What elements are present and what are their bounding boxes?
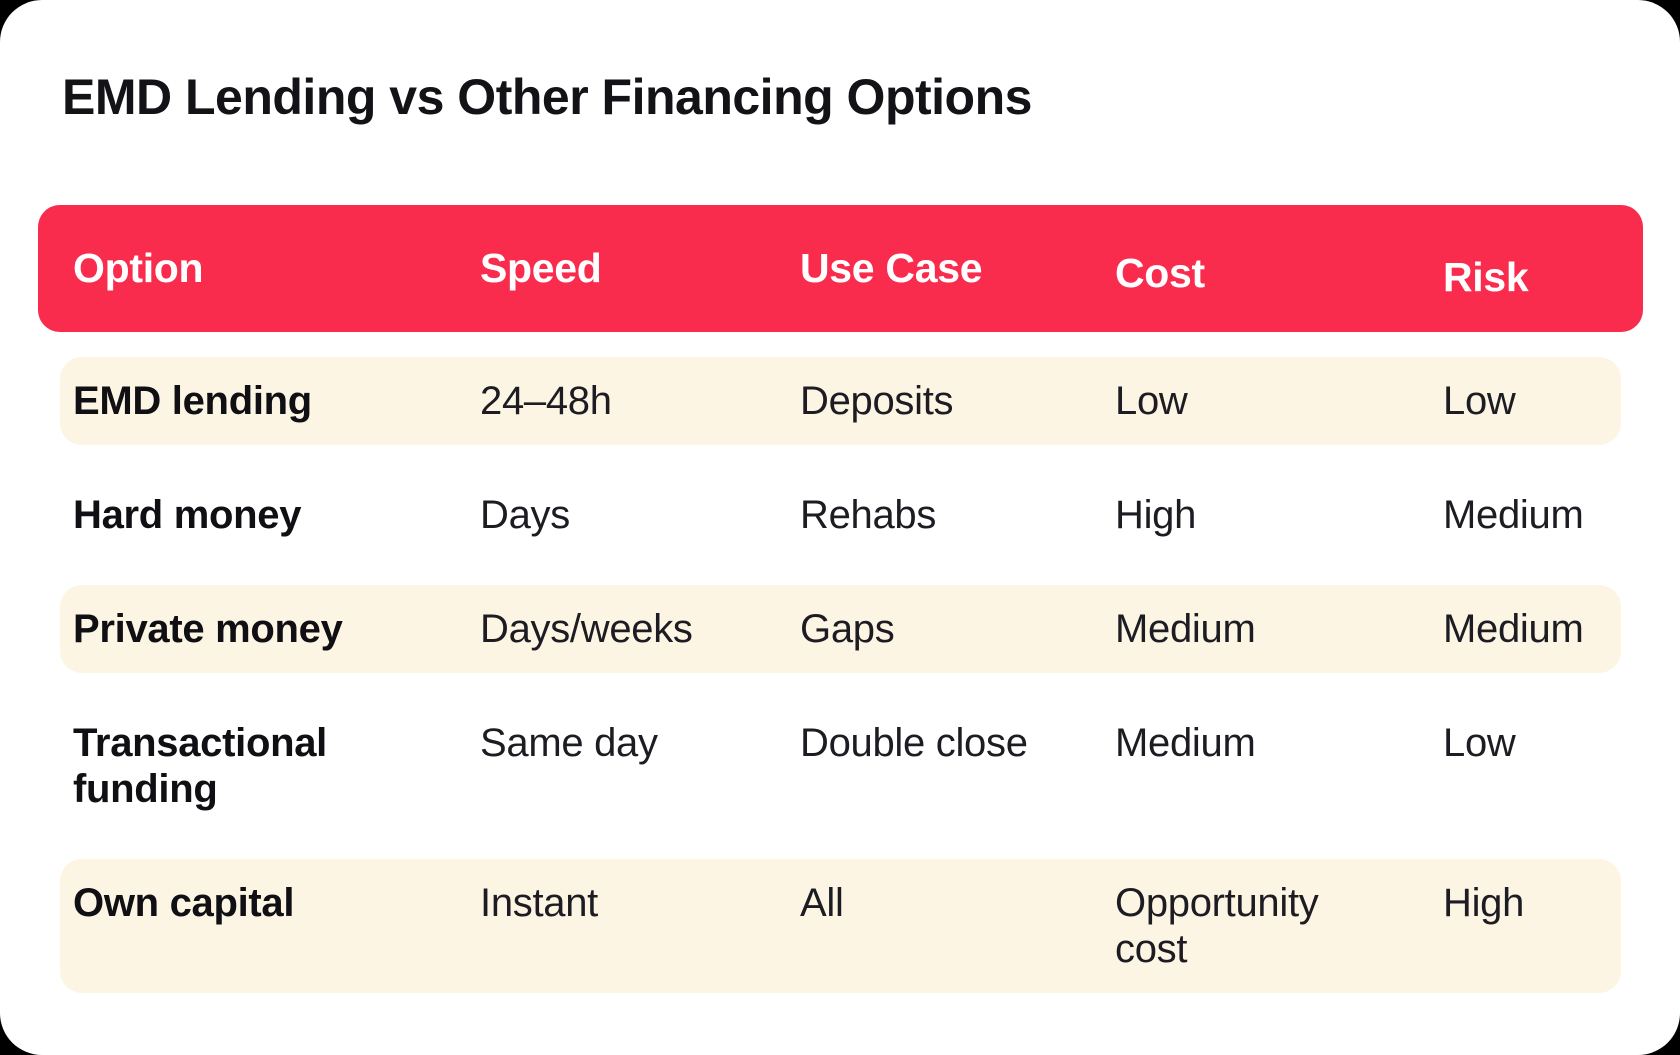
cell-speed: Days/weeks (480, 607, 693, 651)
table-row: Own capital Instant All Opportunity cost… (60, 859, 1621, 993)
column-header-risk: Risk (1443, 254, 1529, 300)
cell-speed: Instant (480, 881, 598, 925)
cell-risk: Low (1443, 379, 1516, 423)
cell-option: Transactional funding (73, 721, 327, 811)
cell-risk: Low (1443, 721, 1516, 765)
comparison-table: Option Speed Use Case Cost Risk EMD lend… (38, 205, 1643, 993)
cell-risk: Medium (1443, 607, 1584, 651)
table-row: EMD lending 24–48h Deposits Low Low (60, 357, 1621, 445)
column-header-option: Option (73, 245, 204, 291)
cell-use-case: Double close (800, 721, 1028, 765)
cell-cost: Medium (1115, 607, 1256, 651)
cell-risk: Medium (1443, 493, 1584, 537)
cell-cost: High (1115, 493, 1197, 537)
table-row: Private money Days/weeks Gaps Medium Med… (60, 585, 1621, 673)
page-title: EMD Lending vs Other Financing Options (62, 69, 1032, 125)
cell-use-case: All (800, 881, 844, 925)
cell-option: Private money (73, 607, 343, 651)
table-body: EMD lending 24–48h Deposits Low Low Hard… (60, 357, 1621, 993)
column-header-cost: Cost (1115, 250, 1205, 296)
cell-speed: 24–48h (480, 379, 612, 423)
cell-option: EMD lending (73, 379, 312, 423)
cell-speed: Days (480, 493, 570, 537)
column-header-use-case: Use Case (800, 245, 983, 291)
cell-cost: Low (1115, 379, 1188, 423)
cell-use-case: Gaps (800, 607, 895, 651)
cell-use-case: Rehabs (800, 493, 937, 537)
column-header-speed: Speed (480, 245, 602, 291)
cell-risk: High (1443, 881, 1525, 925)
cell-cost: Medium (1115, 721, 1256, 765)
cell-cost: Opportunity cost (1115, 881, 1319, 971)
table-header-row: Option Speed Use Case Cost Risk (38, 205, 1643, 332)
table-row: Hard money Days Rehabs High Medium (60, 445, 1621, 585)
cell-option: Own capital (73, 881, 295, 925)
cell-use-case: Deposits (800, 379, 954, 423)
table-row: Transactional funding Same day Double cl… (60, 673, 1621, 859)
cell-option: Hard money (73, 493, 302, 537)
cell-speed: Same day (480, 721, 658, 765)
